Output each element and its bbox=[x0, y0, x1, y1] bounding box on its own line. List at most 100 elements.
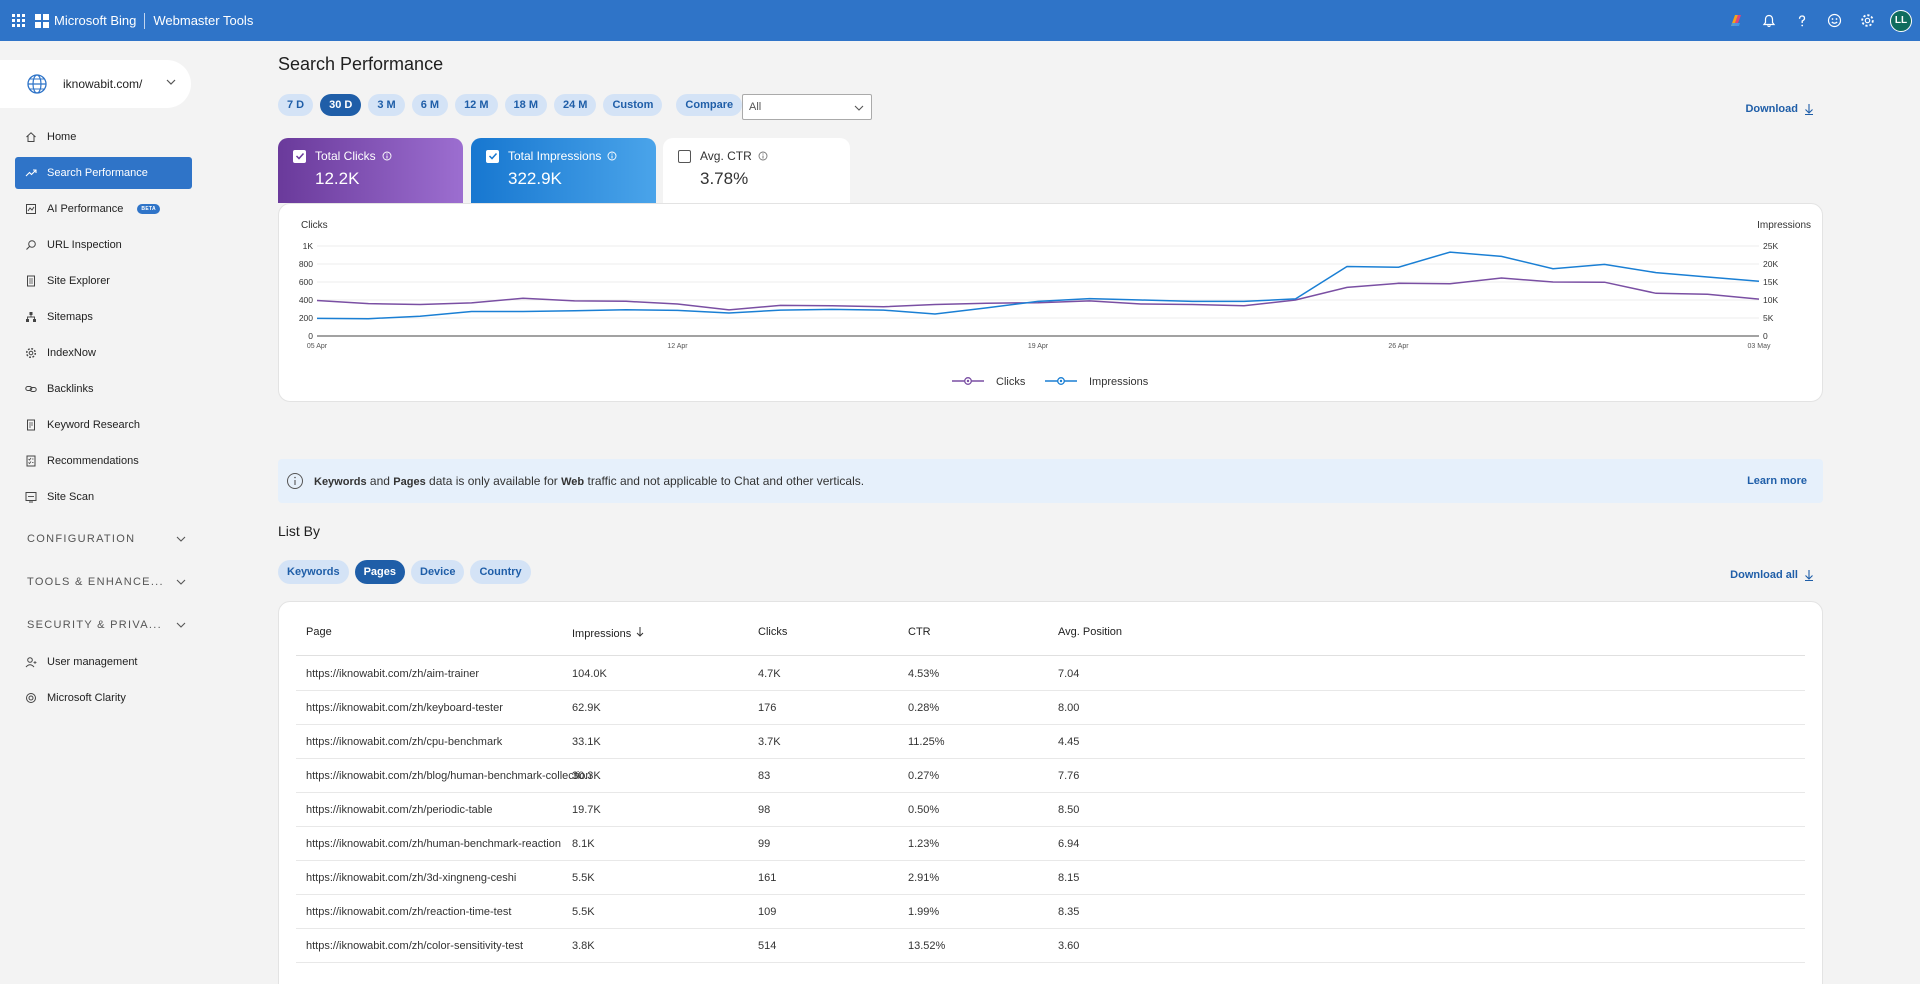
checkbox-checked[interactable] bbox=[486, 149, 499, 163]
range-24m[interactable]: 24 M bbox=[554, 94, 597, 116]
sidebar-item-ai-performance[interactable]: AI Performance BETA bbox=[15, 193, 192, 225]
cell-ctr: 4.53% bbox=[908, 668, 940, 680]
download-all-button[interactable]: Download all bbox=[1730, 569, 1814, 581]
help-icon[interactable] bbox=[1785, 0, 1818, 41]
cell-ctr: 0.27% bbox=[908, 770, 940, 782]
range-18m[interactable]: 18 M bbox=[504, 94, 547, 116]
sidebar-item-url-inspection[interactable]: URL Inspection bbox=[15, 229, 192, 261]
nav-group-configuration[interactable]: CONFIGURATION bbox=[27, 517, 187, 560]
copilot-icon[interactable] bbox=[1719, 0, 1752, 41]
nav-group-label: TOOLS & ENHANCE... bbox=[27, 575, 164, 588]
column-header-avg-position[interactable]: Avg. Position bbox=[1058, 626, 1123, 638]
sidebar-item-site-explorer[interactable]: Site Explorer bbox=[15, 265, 192, 297]
checkbox-checked[interactable] bbox=[293, 149, 306, 163]
sidebar-item-microsoft-clarity[interactable]: Microsoft Clarity bbox=[15, 682, 192, 714]
range-3m[interactable]: 3 M bbox=[368, 94, 405, 116]
tab-keywords[interactable]: Keywords bbox=[278, 560, 349, 584]
cell-page-url[interactable]: https://iknowabit.com/zh/3d-xingneng-ces… bbox=[306, 872, 517, 884]
table-row[interactable]: https://iknowabit.com/zh/reaction-time-t… bbox=[296, 895, 1805, 929]
cell-avg-position: 4.45 bbox=[1058, 736, 1080, 748]
cell-page-url[interactable]: https://iknowabit.com/zh/periodic-table bbox=[306, 804, 493, 816]
compare-button[interactable]: Compare bbox=[676, 94, 743, 116]
app-launcher-icon[interactable] bbox=[12, 13, 26, 28]
bell-icon[interactable] bbox=[1752, 0, 1785, 41]
avatar[interactable]: LL bbox=[1890, 9, 1912, 32]
cell-avg-position: 6.94 bbox=[1058, 838, 1080, 850]
cell-page-url[interactable]: https://iknowabit.com/zh/aim-trainer bbox=[306, 668, 480, 680]
pages-table: Page Impressions Clicks CTR Avg. Positio… bbox=[278, 601, 1823, 984]
table-row[interactable]: https://iknowabit.com/zh/3d-xingneng-ces… bbox=[296, 861, 1805, 895]
cell-avg-position: 7.76 bbox=[1058, 770, 1080, 782]
compare-select[interactable]: All bbox=[742, 94, 872, 120]
range-12m[interactable]: 12 M bbox=[455, 94, 498, 116]
nav-list: Home Search Performance AI Performance B… bbox=[0, 121, 200, 718]
cell-page-url[interactable]: https://iknowabit.com/zh/reaction-time-t… bbox=[306, 906, 512, 918]
nav-group-security[interactable]: SECURITY & PRIVA... bbox=[27, 603, 187, 646]
sidebar-item-sitemaps[interactable]: Sitemaps bbox=[15, 301, 192, 333]
info-icon[interactable] bbox=[758, 151, 768, 161]
table-row[interactable]: https://iknowabit.com/zh/aim-trainer 104.… bbox=[296, 657, 1805, 691]
sidebar-item-backlinks[interactable]: Backlinks bbox=[15, 373, 192, 405]
checkbox-unchecked[interactable] bbox=[678, 149, 691, 163]
sidebar-item-site-scan[interactable]: Site Scan bbox=[15, 481, 192, 513]
range-7d[interactable]: 7 D bbox=[278, 94, 314, 116]
cell-page-url[interactable]: https://iknowabit.com/zh/keyboard-tester bbox=[306, 702, 503, 714]
sidebar-item-search-performance[interactable]: Search Performance bbox=[15, 157, 192, 189]
cell-clicks: 161 bbox=[758, 872, 777, 884]
nav-group-tools[interactable]: TOOLS & ENHANCE... bbox=[27, 560, 187, 603]
cell-avg-position: 8.50 bbox=[1058, 804, 1080, 816]
table-row[interactable]: https://iknowabit.com/zh/human-benchmark… bbox=[296, 827, 1805, 861]
sidebar-item-recommendations[interactable]: Recommendations bbox=[15, 445, 192, 477]
sidebar-item-user-management[interactable]: User management bbox=[15, 646, 192, 678]
sidebar-item-keyword-research[interactable]: Keyword Research bbox=[15, 409, 192, 441]
column-header-clicks[interactable]: Clicks bbox=[758, 626, 788, 638]
cell-page-url[interactable]: https://iknowabit.com/zh/cpu-benchmark bbox=[306, 736, 503, 748]
line-chart: Clicks Impressions 0 0 200 5K 400 10K 600 15K 800 2… bbox=[299, 220, 1811, 388]
site-picker[interactable]: iknowabit.com/ bbox=[0, 60, 191, 108]
cell-page-url[interactable]: https://iknowabit.com/zh/human-benchmark… bbox=[306, 838, 561, 850]
user-icon bbox=[23, 654, 39, 670]
table-row[interactable]: https://iknowabit.com/zh/periodic-table 1… bbox=[296, 793, 1805, 827]
range-6m[interactable]: 6 M bbox=[411, 94, 449, 116]
table-row[interactable]: https://iknowabit.com/zh/blog/human-benc… bbox=[296, 759, 1805, 793]
table-row[interactable]: https://iknowabit.com/zh/keyboard-tester… bbox=[296, 691, 1805, 725]
tab-pages[interactable]: Pages bbox=[354, 560, 405, 584]
cell-page-url[interactable]: https://iknowabit.com/zh/blog/human-benc… bbox=[306, 770, 592, 782]
range-30d[interactable]: 30 D bbox=[320, 94, 362, 116]
table-row[interactable]: https://iknowabit.com/zh/color-sensitivi… bbox=[296, 929, 1805, 963]
column-header-impressions[interactable]: Impressions bbox=[572, 626, 644, 640]
column-header-page[interactable]: Page bbox=[306, 626, 332, 638]
cell-ctr: 0.50% bbox=[908, 804, 940, 816]
sidebar-item-home[interactable]: Home bbox=[15, 121, 192, 153]
learn-more-link[interactable]: Learn more bbox=[1747, 475, 1807, 487]
brand-divider bbox=[144, 12, 146, 29]
tab-device[interactable]: Device bbox=[411, 560, 465, 584]
metric-total-clicks[interactable]: Total Clicks 12.2K bbox=[278, 138, 463, 203]
info-banner: Keywords and Pages data is only availabl… bbox=[278, 459, 1823, 503]
notice-rest: traffic and not applicable to Chat and o… bbox=[584, 474, 865, 488]
cell-ctr: 11.25% bbox=[908, 736, 945, 748]
settings-icon[interactable] bbox=[1851, 0, 1884, 41]
sidebar-item-indexnow[interactable]: IndexNow bbox=[15, 337, 192, 369]
tab-country[interactable]: Country bbox=[470, 560, 531, 584]
column-header-ctr[interactable]: CTR bbox=[908, 626, 931, 638]
metric-total-impressions[interactable]: Total Impressions 322.9K bbox=[471, 138, 656, 203]
home-icon bbox=[23, 129, 39, 145]
checklist-icon bbox=[23, 453, 39, 469]
cell-impressions: 104.0K bbox=[572, 668, 607, 680]
feedback-icon[interactable] bbox=[1818, 0, 1851, 41]
sitemap-icon bbox=[23, 309, 39, 325]
info-icon[interactable] bbox=[607, 151, 617, 161]
cell-page-url[interactable]: https://iknowabit.com/zh/color-sensitivi… bbox=[306, 940, 524, 952]
table-row[interactable]: https://iknowabit.com/zh/cpu-benchmark 33… bbox=[296, 725, 1805, 759]
info-icon[interactable] bbox=[382, 151, 392, 161]
product-name[interactable]: Webmaster Tools bbox=[153, 13, 254, 28]
brand-name[interactable]: Microsoft Bing bbox=[54, 13, 137, 28]
cell-impressions: 19.7K bbox=[572, 804, 601, 816]
download-button[interactable]: Download bbox=[1745, 103, 1814, 115]
range-custom[interactable]: Custom bbox=[603, 94, 663, 116]
cell-clicks: 3.7K bbox=[758, 736, 781, 748]
metric-value: 3.78% bbox=[700, 169, 749, 188]
x-tick-label: 05 Apr bbox=[307, 343, 328, 350]
metric-avg-ctr[interactable]: Avg. CTR 3.78% bbox=[663, 138, 850, 203]
